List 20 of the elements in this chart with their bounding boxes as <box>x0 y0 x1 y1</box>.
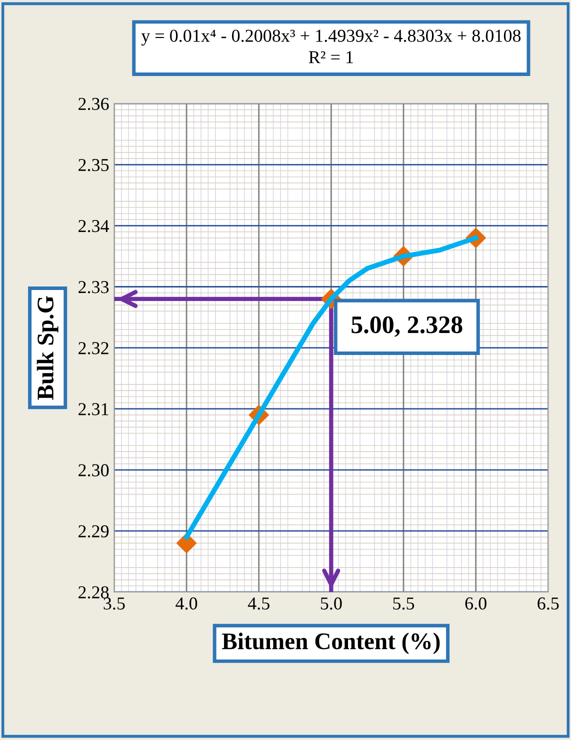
x-tick-label: 3.5 <box>104 597 125 610</box>
annotation: 5.00, 2.328 <box>352 316 462 337</box>
y-tick-label: 2.30 <box>78 464 109 476</box>
y-tick-label: 2.35 <box>78 158 109 172</box>
y-tick-label: 2.28 <box>78 586 109 599</box>
x-tick-label: 4.5 <box>248 598 270 610</box>
x-tick-label: 6.0 <box>465 597 486 610</box>
y-tick-label: 2.29 <box>78 525 109 538</box>
y-tick-label: 2.33 <box>78 281 109 294</box>
x-tick-label: 5.5 <box>393 598 414 610</box>
text: y = 0.01x⁴ - 0.2008x³ + 1.4939x² - 4.8303x + 8.0108 R² = 1 <box>141 30 521 64</box>
x-tick-label: 5.0 <box>320 597 342 610</box>
y-axis-title: Bulk Sp.G <box>36 296 58 400</box>
y-tick-label: 2.31 <box>78 403 108 416</box>
y-tick-label: 2.32 <box>78 342 108 354</box>
y-tick-label: 2.34 <box>78 220 110 232</box>
x-axis-title: Bitumen Content (%) <box>222 632 440 654</box>
x-tick-label: 6.5 <box>538 597 559 610</box>
y-tick-label: 2.36 <box>78 98 109 110</box>
x-tick-label: 4.0 <box>176 597 198 610</box>
